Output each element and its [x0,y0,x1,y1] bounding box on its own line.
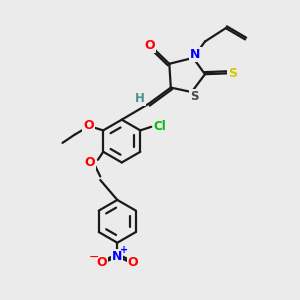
Text: N: N [190,48,201,61]
Text: −: − [89,251,100,264]
Text: O: O [128,256,138,269]
Text: S: S [190,90,198,103]
Text: S: S [228,67,237,80]
Text: O: O [96,256,107,269]
Text: Cl: Cl [154,120,167,133]
Text: O: O [83,119,94,132]
Text: O: O [85,156,95,169]
Text: H: H [135,92,145,105]
Text: N: N [112,250,122,262]
Text: +: + [120,245,128,255]
Text: O: O [145,40,155,52]
